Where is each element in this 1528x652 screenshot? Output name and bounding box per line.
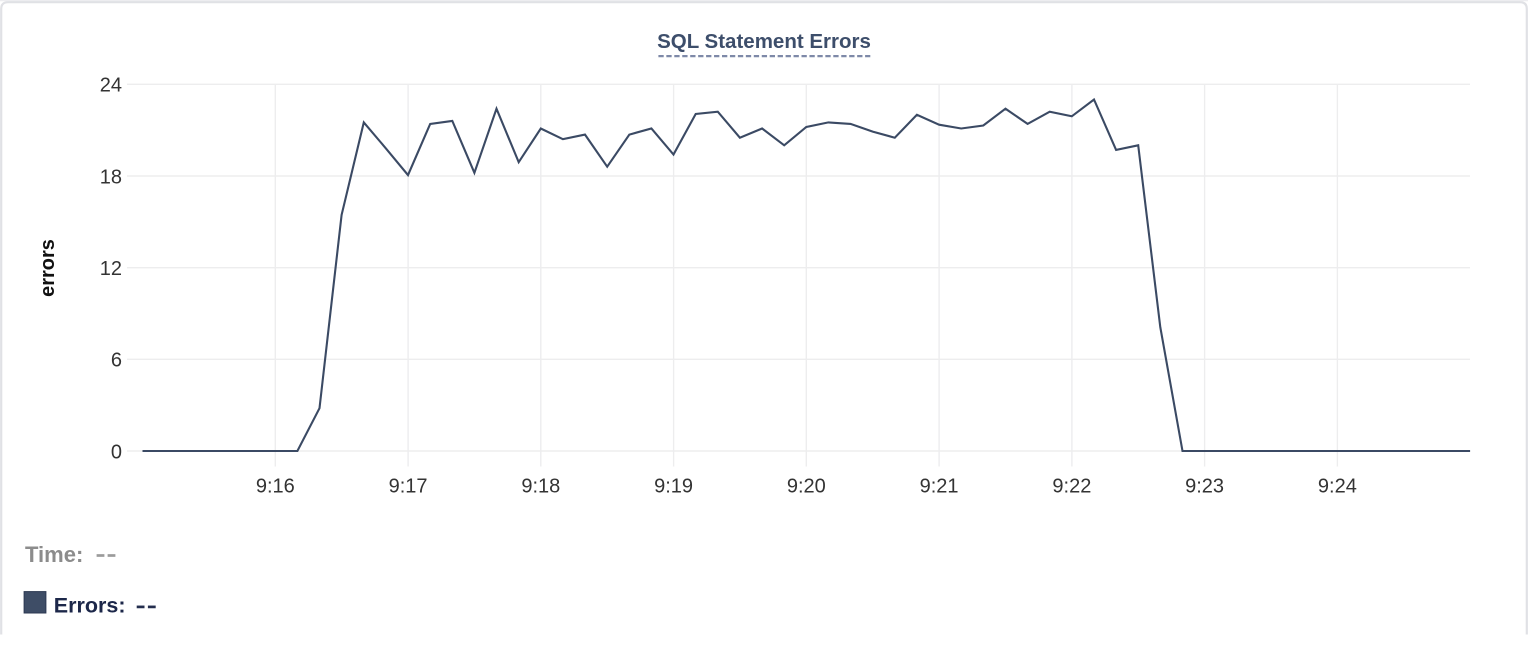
- svg-text:18: 18: [100, 166, 122, 188]
- svg-text:9:24: 9:24: [1318, 476, 1357, 498]
- svg-text:Time:: Time:: [25, 542, 83, 567]
- svg-text:errors: errors: [37, 239, 59, 297]
- svg-text:9:23: 9:23: [1185, 476, 1224, 498]
- svg-text:9:20: 9:20: [787, 476, 826, 498]
- svg-text:9:16: 9:16: [256, 476, 295, 498]
- svg-text:9:19: 9:19: [654, 476, 693, 498]
- svg-text:Errors:: Errors:: [54, 593, 126, 617]
- svg-text:SQL Statement Errors: SQL Statement Errors: [657, 30, 871, 53]
- svg-text:6: 6: [111, 350, 122, 372]
- svg-text:9:17: 9:17: [389, 476, 428, 498]
- svg-text:9:18: 9:18: [521, 476, 560, 498]
- svg-text:9:21: 9:21: [920, 476, 959, 498]
- svg-text:9:22: 9:22: [1052, 476, 1091, 498]
- svg-text:12: 12: [100, 258, 122, 280]
- svg-text:24: 24: [100, 75, 122, 97]
- svg-text:0: 0: [111, 441, 122, 463]
